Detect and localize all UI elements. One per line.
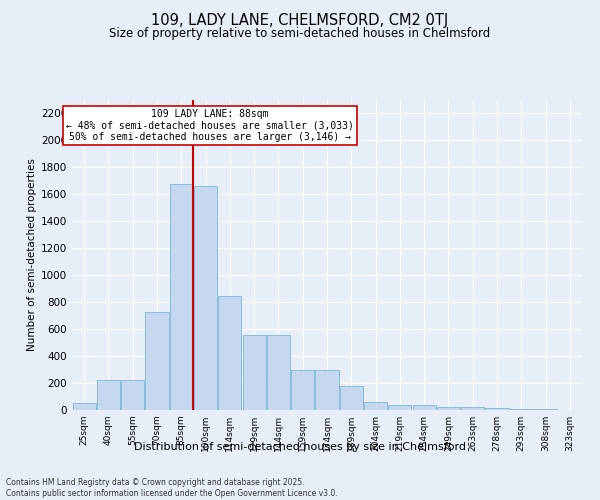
Bar	[267, 335, 290, 410]
Bar	[316, 370, 338, 410]
Bar	[97, 380, 120, 410]
Bar	[340, 386, 363, 410]
Bar	[145, 312, 169, 410]
Text: 109, LADY LANE, CHELMSFORD, CM2 0TJ: 109, LADY LANE, CHELMSFORD, CM2 0TJ	[151, 12, 449, 28]
Bar	[437, 406, 460, 410]
Bar	[121, 380, 144, 410]
Bar	[73, 404, 95, 410]
Bar	[170, 184, 193, 410]
Bar	[413, 406, 436, 410]
Bar	[461, 408, 484, 410]
Bar	[534, 409, 557, 410]
Bar	[510, 408, 533, 410]
Text: Size of property relative to semi-detached houses in Chelmsford: Size of property relative to semi-detach…	[109, 28, 491, 40]
Bar	[485, 408, 509, 410]
Bar	[194, 186, 217, 410]
Bar	[218, 296, 241, 410]
Text: Distribution of semi-detached houses by size in Chelmsford: Distribution of semi-detached houses by …	[134, 442, 466, 452]
Bar	[242, 335, 266, 410]
Y-axis label: Number of semi-detached properties: Number of semi-detached properties	[27, 158, 37, 352]
Bar	[291, 370, 314, 410]
Bar	[364, 402, 387, 410]
Text: Contains HM Land Registry data © Crown copyright and database right 2025.
Contai: Contains HM Land Registry data © Crown c…	[6, 478, 338, 498]
Text: 109 LADY LANE: 88sqm
← 48% of semi-detached houses are smaller (3,033)
50% of se: 109 LADY LANE: 88sqm ← 48% of semi-detac…	[66, 110, 353, 142]
Bar	[388, 404, 412, 410]
